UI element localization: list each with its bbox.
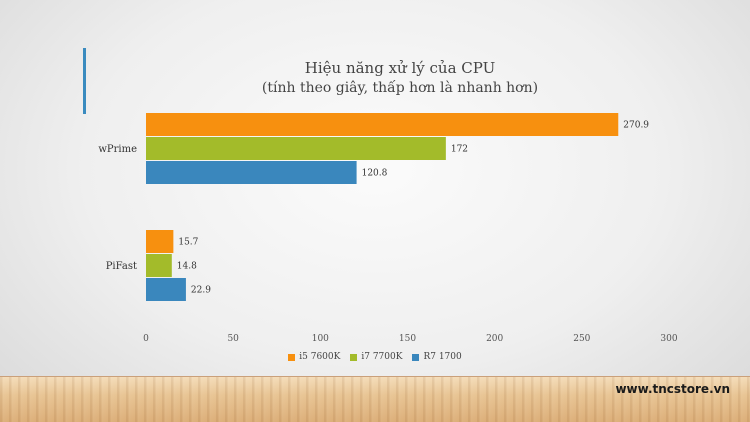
- legend-item: i5 7600K: [288, 352, 340, 362]
- legend-item: R7 1700: [412, 352, 462, 362]
- legend-label: R7 1700: [423, 352, 462, 362]
- wood-floor-background: [0, 376, 750, 422]
- bar: [146, 230, 174, 253]
- legend-swatch: [350, 353, 358, 361]
- chart-title: Hiệu năng xử lý của CPU: [304, 59, 496, 77]
- chart-subtitle: (tính theo giây, thấp hơn là nhanh hơn): [261, 80, 539, 96]
- x-tick-label: 300: [660, 334, 677, 344]
- legend-label: i7 7700K: [361, 352, 403, 362]
- bar: [146, 137, 446, 160]
- category-label: PiFast: [106, 261, 137, 272]
- x-tick-label: 100: [312, 334, 329, 344]
- x-tick-label: 200: [486, 334, 503, 344]
- data-label: 14.8: [177, 262, 197, 272]
- x-tick-label: 250: [573, 334, 590, 344]
- x-tick-label: 0: [143, 334, 149, 344]
- legend-label: i5 7600K: [299, 352, 341, 362]
- bar: [146, 278, 186, 301]
- legend-swatch: [288, 353, 296, 361]
- x-tick-label: 150: [399, 334, 416, 344]
- category-label: wPrime: [98, 144, 137, 155]
- legend-swatch: [412, 353, 420, 361]
- chart-legend: i5 7600K i7 7700K R7 1700: [0, 352, 750, 364]
- bar: [146, 254, 172, 277]
- legend-item: i7 7700K: [350, 352, 402, 362]
- data-label: 172: [451, 145, 468, 155]
- chart-title-block: Hiệu năng xử lý của CPU (tính theo giây,…: [220, 58, 580, 98]
- data-label: 22.9: [191, 286, 211, 296]
- accent-bar: [83, 48, 86, 114]
- site-watermark: www.tncstore.vn: [615, 382, 730, 396]
- bar: [146, 113, 619, 136]
- x-tick-label: 50: [227, 334, 239, 344]
- data-label: 15.7: [178, 238, 198, 248]
- bar: [146, 161, 357, 184]
- data-label: 270.9: [623, 121, 649, 131]
- data-label: 120.8: [362, 169, 388, 179]
